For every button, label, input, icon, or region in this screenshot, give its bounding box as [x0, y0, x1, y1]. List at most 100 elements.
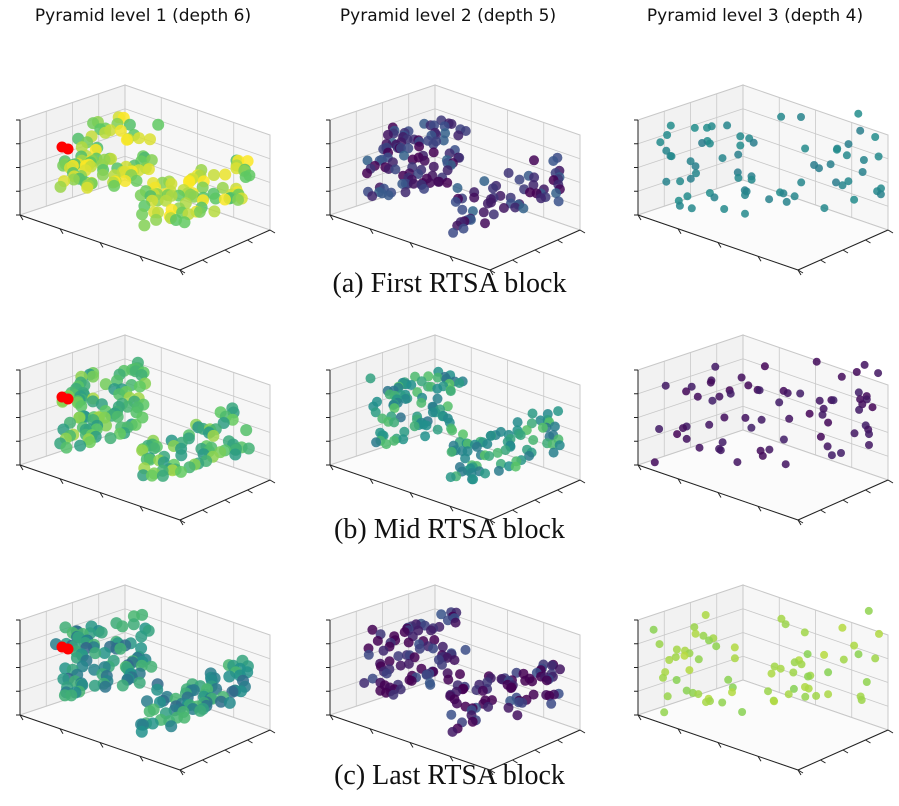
- scatter-point: [737, 373, 746, 382]
- scatter-point: [790, 192, 799, 201]
- scatter-point: [506, 683, 516, 694]
- scatter-point: [518, 203, 529, 214]
- scatter-point: [871, 654, 880, 663]
- scatter-point: [818, 410, 827, 419]
- scatter-point: [484, 451, 495, 461]
- scatter-point: [857, 696, 866, 704]
- scatter-point: [381, 439, 392, 450]
- scatter-point: [537, 422, 548, 433]
- scatter-point: [403, 658, 414, 669]
- scatter-point: [425, 679, 436, 690]
- scatter-point: [89, 143, 102, 156]
- scatter-point: [114, 124, 127, 137]
- scatter-point: [705, 139, 714, 148]
- scatter-point: [775, 398, 784, 407]
- scatter-point: [734, 150, 743, 159]
- tick: [677, 478, 682, 485]
- scatter-point: [712, 642, 721, 651]
- scatter-point: [690, 123, 699, 132]
- scatter-point: [776, 664, 785, 673]
- tick: [59, 478, 64, 485]
- scatter-point: [667, 152, 676, 161]
- scatter-point: [414, 643, 425, 654]
- scatter-point: [682, 387, 691, 396]
- scatter-point: [498, 203, 509, 213]
- tick: [59, 228, 64, 235]
- tick: [512, 759, 518, 764]
- tick: [247, 489, 253, 494]
- scatter-point: [797, 178, 806, 187]
- scatter-point: [409, 652, 420, 663]
- scatter-point: [832, 178, 840, 187]
- scatter-point: [414, 141, 425, 152]
- scatter-point: [383, 190, 394, 201]
- scatter-point: [692, 169, 700, 178]
- scatter-point: [715, 392, 724, 401]
- tick: [409, 242, 414, 248]
- scatter-point: [442, 165, 453, 176]
- scatter-point: [804, 684, 813, 693]
- panel-r2-c2: [326, 334, 586, 526]
- scatter-point: [679, 424, 687, 433]
- scatter-point: [659, 673, 667, 682]
- scatter-point: [736, 132, 745, 141]
- scatter-point: [671, 653, 680, 662]
- scatter-point: [512, 710, 523, 721]
- scatter-point: [554, 440, 565, 451]
- scatter-point: [693, 392, 702, 401]
- scatter-point: [223, 670, 236, 683]
- scatter-point: [482, 439, 493, 449]
- tick: [139, 755, 144, 762]
- scatter-point: [782, 197, 791, 206]
- scatter-point: [70, 651, 83, 664]
- panel-r3-c2: [326, 584, 586, 776]
- scatter-point: [744, 381, 753, 390]
- scatter-point: [789, 668, 798, 677]
- scatter-point: [438, 135, 449, 146]
- scatter-point: [133, 132, 145, 145]
- scatter-point: [403, 637, 414, 648]
- scatter-point: [209, 192, 222, 205]
- column-title-level-1: Pyramid level 1 (depth 6): [34, 6, 252, 26]
- scatter-point: [686, 174, 695, 183]
- scatter-point: [536, 193, 546, 204]
- scatter-point: [409, 421, 420, 432]
- scatter-point: [151, 683, 164, 696]
- scatter-point: [428, 643, 439, 654]
- scatter-point: [874, 369, 883, 378]
- tick: [369, 728, 374, 735]
- scatter-point: [736, 141, 745, 150]
- scatter-point: [865, 441, 873, 449]
- scatter-point: [672, 676, 681, 684]
- scatter-point: [148, 442, 161, 455]
- scatter-point: [406, 675, 417, 686]
- scatter-point: [150, 213, 163, 226]
- tick: [820, 259, 826, 264]
- scatter-point: [471, 441, 482, 452]
- scatter-point: [100, 419, 112, 432]
- scatter-point: [138, 219, 151, 232]
- tick: [247, 239, 253, 244]
- scatter-point: [419, 183, 429, 194]
- scatter-point: [445, 472, 456, 483]
- scatter-point: [718, 438, 727, 447]
- scatter-point: [437, 659, 447, 670]
- scatter-point: [156, 469, 169, 482]
- column-title-level-2: Pyramid level 2 (depth 5): [339, 6, 557, 26]
- tick: [637, 464, 642, 471]
- panel-r1-c1: [16, 84, 276, 276]
- scatter-point: [864, 606, 873, 615]
- scatter-point: [755, 386, 764, 395]
- scatter-point: [467, 206, 478, 217]
- scatter-point: [73, 411, 86, 424]
- scatter-point: [854, 650, 863, 659]
- tick: [512, 259, 518, 264]
- scatter-point: [781, 460, 790, 469]
- scatter-point: [135, 725, 148, 738]
- scatter-point: [86, 395, 99, 408]
- scatter-point: [747, 423, 756, 432]
- scatter-point: [210, 683, 223, 695]
- scatter-point: [726, 389, 735, 398]
- scatter-point: [546, 698, 557, 709]
